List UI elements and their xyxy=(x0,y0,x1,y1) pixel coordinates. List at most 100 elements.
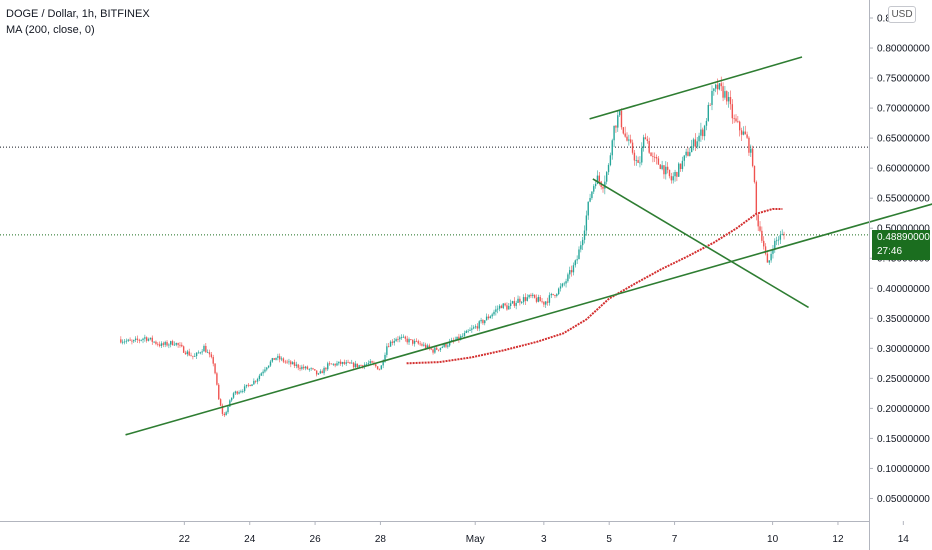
moving-average-line[interactable] xyxy=(406,208,783,365)
candle-body xyxy=(166,342,168,346)
time-axis-labels[interactable]: 22 24 26 28 May 3 5 7 10 12 14 xyxy=(179,521,910,545)
candle-body xyxy=(179,344,181,346)
candle-body xyxy=(508,306,510,310)
candle-body xyxy=(225,412,227,416)
candle-body xyxy=(247,384,250,386)
candle-body xyxy=(594,183,597,187)
y-tick-label: 0.80000000 xyxy=(877,44,930,55)
candle-body xyxy=(648,140,650,153)
candle-body xyxy=(447,345,449,347)
candle-body xyxy=(687,151,689,156)
candle-body xyxy=(369,361,371,364)
candle-body xyxy=(476,326,479,329)
candle-body xyxy=(602,186,604,189)
moving-average-layer xyxy=(406,208,783,365)
candle-body xyxy=(506,305,508,310)
candle-body xyxy=(750,148,752,153)
candle-body xyxy=(397,339,399,340)
candle-body xyxy=(441,346,443,348)
candle-body xyxy=(569,270,571,275)
candle-body xyxy=(164,342,166,345)
x-tick-label: 7 xyxy=(672,534,678,545)
candle-body xyxy=(613,125,615,141)
candle-body xyxy=(777,239,780,241)
candle-body xyxy=(511,301,514,304)
candle-body xyxy=(149,337,152,340)
candle-body xyxy=(332,363,334,365)
candle-body xyxy=(286,361,288,363)
candle-body xyxy=(218,384,220,400)
candle-body xyxy=(133,339,135,342)
candle-body xyxy=(155,341,157,344)
candle-body xyxy=(548,295,551,303)
candle-body xyxy=(500,305,503,309)
candle-body xyxy=(763,240,765,247)
candle-body xyxy=(626,136,628,141)
candle-body xyxy=(751,148,754,166)
candle-body xyxy=(502,303,504,309)
candle-body xyxy=(412,339,414,344)
y-tick-label: 0.60000000 xyxy=(877,164,930,175)
candle-body xyxy=(604,181,606,189)
candle-body xyxy=(478,321,480,329)
candle-body xyxy=(125,340,128,342)
axes xyxy=(0,0,870,550)
candle-body xyxy=(696,141,698,147)
candle-body xyxy=(188,351,190,356)
trendline-2[interactable] xyxy=(592,178,809,309)
symbol-title[interactable]: DOGE / Dollar, 1h, BITFINEX xyxy=(6,8,150,20)
candle-body xyxy=(533,294,536,298)
candle-body xyxy=(589,198,591,202)
candle-body xyxy=(297,364,299,368)
bar-countdown: 27:46 xyxy=(877,246,903,257)
candle-body xyxy=(123,341,126,343)
candle-body xyxy=(615,125,617,128)
candle-body xyxy=(474,326,477,328)
trendline-1[interactable] xyxy=(125,203,932,436)
candle-body xyxy=(620,110,623,128)
candle-body xyxy=(768,260,770,263)
candle-body xyxy=(138,339,141,341)
candle-body xyxy=(755,182,758,216)
candle-body xyxy=(330,363,333,365)
candle-body xyxy=(583,230,586,240)
indicator-legend[interactable]: MA (200, close, 0) xyxy=(6,24,95,36)
candle-body xyxy=(685,151,687,156)
candle-body xyxy=(539,297,541,302)
candle-body xyxy=(349,362,351,364)
candle-body xyxy=(607,164,610,173)
candle-body xyxy=(310,368,312,370)
candle-body xyxy=(563,283,565,285)
candle-body xyxy=(301,366,303,369)
candle-body xyxy=(714,84,717,89)
candle-body xyxy=(663,165,665,175)
candle-body xyxy=(713,88,715,91)
candle-body xyxy=(408,339,410,343)
candle-body xyxy=(472,327,475,329)
candle-body xyxy=(683,155,685,161)
trendline-3[interactable] xyxy=(589,56,803,120)
currency-badge[interactable]: USD xyxy=(888,6,916,23)
candle-body xyxy=(229,400,231,407)
candle-body xyxy=(341,362,344,364)
candle-body xyxy=(628,139,630,141)
candle-body xyxy=(210,354,213,358)
candle-body xyxy=(650,152,652,157)
candle-body xyxy=(158,344,161,346)
x-tick-label: 26 xyxy=(310,534,322,545)
candle-body xyxy=(698,135,700,142)
y-tick-label: 0.35000000 xyxy=(877,314,930,325)
candle-body xyxy=(266,367,268,370)
candle-body xyxy=(654,156,656,158)
trendline-drawings[interactable] xyxy=(125,56,932,436)
candle-body xyxy=(526,297,528,301)
candle-body xyxy=(171,341,174,346)
candle-body xyxy=(617,115,619,128)
candle-body xyxy=(770,253,772,261)
candle-body xyxy=(195,352,198,357)
candle-body xyxy=(726,91,728,102)
y-tick-label: 0.55000000 xyxy=(877,194,930,205)
candle-body xyxy=(578,249,580,260)
candle-body xyxy=(328,363,331,365)
